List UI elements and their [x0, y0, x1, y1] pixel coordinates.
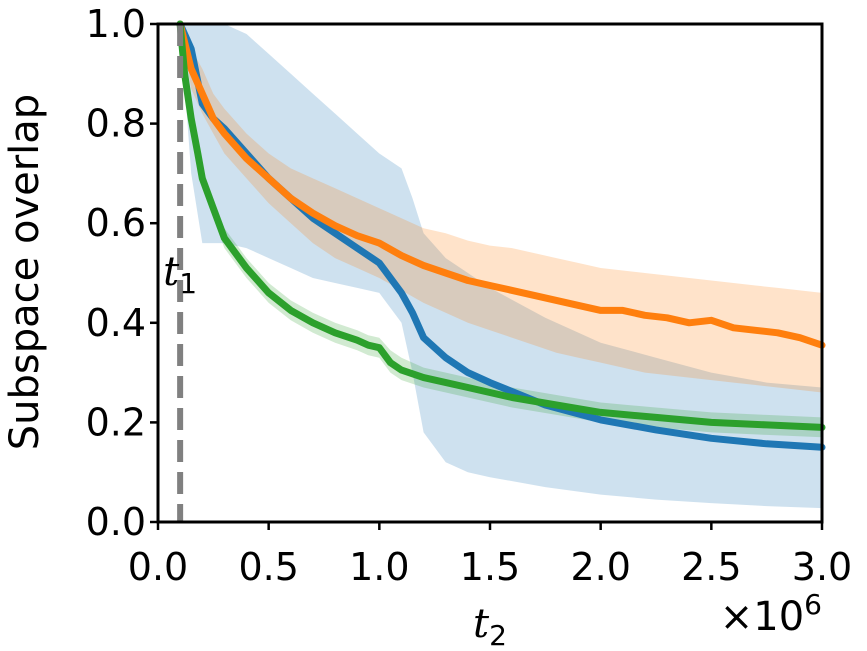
x-axis-label: t2: [473, 601, 507, 651]
x-tick-label: 0.0: [128, 545, 188, 589]
series-3-line: [176, 20, 826, 431]
x-tick-label: 2.0: [570, 545, 630, 589]
series-lines: [176, 20, 826, 451]
confidence-bands: [180, 24, 823, 509]
y-tick-label: 0.6: [86, 201, 146, 245]
reference-vline-label: t1: [163, 249, 197, 300]
x-tick-label: 3.0: [792, 545, 852, 589]
reference-line-group: t1: [163, 24, 197, 522]
x-tick-label: 1.0: [349, 545, 409, 589]
x-tick-label: 1.5: [460, 545, 520, 589]
y-tick-label: 0.2: [86, 400, 146, 444]
series-2-line: [176, 20, 826, 349]
y-tick-label: 0.0: [86, 500, 146, 544]
x-axis-multiplier: ×106: [720, 588, 822, 640]
y-axis-label: Subspace overlap: [2, 94, 48, 450]
x-tick-label: 2.5: [681, 545, 741, 589]
series-1-band: [180, 24, 823, 509]
y-tick-label: 0.4: [86, 301, 146, 345]
x-axis-ticks: 0.0 0.5 1.0 1.5 2.0 2.5 3.0: [128, 522, 852, 589]
y-tick-label: 0.8: [86, 102, 146, 146]
series-2-band: [180, 24, 823, 393]
y-tick-label: 1.0: [86, 2, 146, 46]
x-tick-label: 0.5: [238, 545, 298, 589]
y-axis-ticks: 0.0 0.2 0.4 0.6 0.8 1.0: [86, 2, 158, 544]
